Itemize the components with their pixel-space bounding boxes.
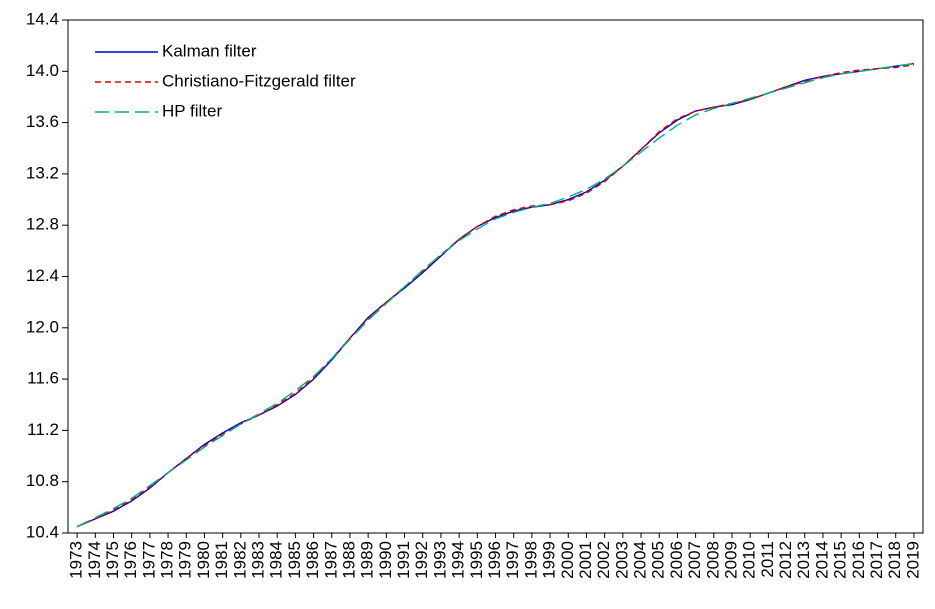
x-tick-label: 1991 — [394, 541, 413, 579]
x-tick-label: 1996 — [485, 541, 504, 579]
x-tick-label: 2017 — [867, 541, 886, 579]
x-tick-label: 1994 — [449, 541, 468, 579]
y-tick-label: 14.4 — [26, 9, 59, 28]
y-tick-label: 11.2 — [27, 420, 59, 439]
x-tick-label: 2009 — [721, 541, 740, 579]
y-tick-label: 13.2 — [26, 163, 59, 182]
y-tick-label: 10.4 — [26, 522, 59, 541]
x-tick-label: 2014 — [812, 541, 831, 579]
series-line — [76, 64, 915, 528]
x-tick-label: 2010 — [740, 541, 759, 579]
x-tick-label: 1998 — [521, 541, 540, 579]
y-tick-label: 14.0 — [26, 61, 59, 80]
x-tick-label: 1999 — [540, 541, 559, 579]
x-tick-label: 2011 — [758, 541, 777, 578]
x-tick-label: 1976 — [121, 541, 140, 579]
legend-label: Kalman filter — [162, 41, 257, 60]
x-tick-label: 1987 — [321, 541, 340, 579]
x-tick-label: 1974 — [85, 541, 104, 579]
x-tick-label: 1992 — [412, 541, 431, 579]
x-tick-label: 2008 — [703, 541, 722, 579]
x-tick-label: 1983 — [248, 541, 267, 579]
x-tick-label: 2006 — [667, 541, 686, 579]
y-tick-label: 13.6 — [26, 112, 59, 131]
x-tick-label: 1981 — [212, 541, 231, 579]
x-tick-label: 2003 — [612, 541, 631, 579]
x-tick-label: 1980 — [194, 541, 213, 579]
x-tick-label: 2013 — [794, 541, 813, 579]
y-tick-label: 12.8 — [26, 215, 59, 234]
y-tick-label: 12.4 — [26, 266, 59, 285]
x-tick-label: 1973 — [67, 541, 86, 579]
x-tick-label: 1975 — [103, 541, 122, 579]
x-tick-label: 1989 — [358, 541, 377, 579]
x-tick-label: 1985 — [285, 541, 304, 579]
x-tick-label: 1986 — [303, 541, 322, 579]
x-tick-label: 2004 — [631, 541, 650, 579]
x-tick-label: 2016 — [849, 541, 868, 579]
x-tick-label: 2005 — [649, 541, 668, 579]
x-tick-label: 2012 — [776, 541, 795, 579]
x-tick-label: 1978 — [158, 541, 177, 579]
x-tick-label: 1995 — [467, 541, 486, 579]
x-tick-label: 1977 — [139, 541, 158, 579]
plot-frame — [67, 19, 924, 534]
x-tick-label: 1982 — [230, 541, 249, 579]
series-line — [76, 62, 915, 528]
y-tick-label: 10.8 — [26, 471, 59, 490]
x-tick-label: 2019 — [903, 541, 922, 579]
y-tick-label: 11.6 — [27, 369, 59, 388]
series-line — [76, 62, 915, 528]
x-tick-label: 2002 — [594, 541, 613, 579]
legend-label: Christiano-Fitzgerald filter — [162, 71, 356, 90]
x-tick-label: 2018 — [885, 541, 904, 579]
x-tick-label: 2000 — [558, 541, 577, 579]
x-tick-label: 2001 — [576, 541, 595, 579]
x-tick-label: 2015 — [831, 541, 850, 579]
x-tick-label: 1979 — [176, 541, 195, 579]
legend-label: HP filter — [162, 101, 222, 120]
x-tick-label: 1990 — [376, 541, 395, 579]
x-tick-label: 1993 — [430, 541, 449, 579]
x-tick-label: 2007 — [685, 541, 704, 579]
x-tick-label: 1988 — [339, 541, 358, 579]
x-tick-label: 1984 — [267, 541, 286, 579]
y-tick-label: 12.0 — [26, 317, 59, 336]
x-tick-label: 1997 — [503, 541, 522, 579]
